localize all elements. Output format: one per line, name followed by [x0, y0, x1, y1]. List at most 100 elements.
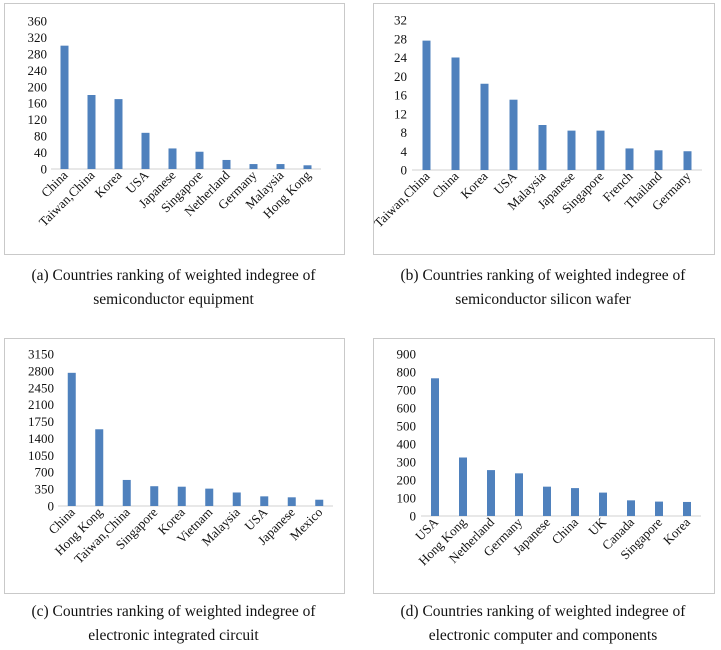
bar [655, 501, 663, 516]
bar [195, 151, 204, 169]
bar [177, 486, 186, 506]
chart-panel-c: 0 350 700 1050 1400 1750 2100 2450 2800 3150 China… [4, 338, 345, 594]
y-tick-label: 2800 [28, 363, 54, 378]
y-tick-label: 1050 [28, 448, 54, 463]
x-tick-label: Korea [92, 167, 125, 200]
bar [683, 151, 692, 170]
bar [315, 499, 324, 506]
bar [538, 125, 547, 170]
bar [571, 488, 579, 516]
y-tick-label: 16 [394, 88, 408, 103]
bar [122, 479, 131, 506]
caption-b-line2: semiconductor silicon wafer [455, 291, 631, 308]
y-tick-label: 100 [397, 491, 417, 506]
y-tick-label: 350 [35, 482, 55, 497]
bar [232, 492, 241, 506]
x-tick-label: Taiwan,China [374, 168, 433, 230]
x-tick-label: China [549, 514, 582, 547]
caption-c-line1: (c) Countries ranking of weighted indegr… [31, 603, 316, 620]
y-tick-label: 200 [397, 473, 417, 488]
y-tick-label: 160 [28, 96, 48, 111]
chart-panel-d: 0 100 200 300 400 500 600 700 800 900 USA Hong Kong… [373, 338, 715, 594]
y-tick-label: 800 [397, 365, 417, 380]
y-tick-label: 40 [34, 145, 47, 160]
bar [509, 99, 518, 170]
chart-c: 03507001050140017502100245028003150China… [28, 347, 333, 566]
bar [599, 492, 607, 516]
bar [141, 132, 150, 169]
bar [205, 488, 214, 506]
y-tick-label: 1750 [28, 414, 54, 429]
bar [249, 164, 258, 169]
y-tick-label: 600 [397, 401, 417, 416]
y-tick-label: 2450 [28, 380, 54, 395]
y-tick-label: 2100 [28, 397, 54, 412]
chart-a: 04080120160200240280320360ChinaTaiwan,Ch… [28, 14, 321, 229]
bar [627, 500, 635, 516]
bar [114, 99, 123, 169]
y-tick-label: 360 [28, 14, 48, 29]
y-tick-label: 900 [397, 347, 417, 362]
y-tick-label: 20 [394, 69, 407, 84]
y-tick-label: 120 [28, 112, 48, 127]
y-tick-label: 240 [28, 63, 48, 78]
y-tick-label: 400 [397, 437, 417, 452]
y-tick-label: 300 [397, 455, 417, 470]
caption-d-line1: (d) Countries ranking of weighted indegr… [400, 603, 686, 620]
y-tick-label: 24 [394, 50, 408, 65]
bar [543, 486, 551, 516]
bar [95, 429, 104, 506]
bar [87, 95, 96, 169]
y-tick-label: 700 [397, 383, 417, 398]
bar [422, 40, 431, 170]
bar [683, 501, 691, 516]
bar [60, 45, 69, 169]
y-tick-label: 0 [41, 162, 48, 177]
caption-a-line1: (a) Countries ranking of weighted indegr… [31, 267, 316, 284]
bar [596, 130, 605, 170]
y-tick-label: 8 [401, 125, 408, 140]
bar [168, 148, 177, 169]
y-tick-label: 200 [28, 79, 48, 94]
y-tick-label: 320 [28, 30, 48, 45]
y-tick-label: 700 [35, 465, 55, 480]
bar [480, 83, 489, 170]
bar [515, 473, 523, 516]
bar [303, 165, 312, 169]
caption-d: (d) Countries ranking of weighted indegr… [373, 600, 713, 648]
bar [287, 497, 296, 506]
caption-c-line2: electronic integrated circuit [88, 627, 259, 644]
y-tick-label: 28 [394, 31, 407, 46]
y-tick-label: 32 [394, 13, 407, 28]
bar [625, 148, 634, 170]
x-tick-label: China [429, 168, 462, 201]
x-tick-label: Korea [660, 514, 693, 547]
bar [451, 57, 460, 170]
bar [431, 378, 439, 516]
caption-a: (a) Countries ranking of weighted indegr… [4, 264, 343, 312]
y-tick-label: 3150 [28, 347, 54, 362]
y-tick-label: 12 [394, 106, 407, 121]
y-tick-label: 0 [48, 499, 55, 514]
bar [567, 130, 576, 170]
x-tick-label: Korea [458, 168, 491, 201]
caption-b: (b) Countries ranking of weighted indegr… [373, 264, 713, 312]
bar [67, 372, 76, 506]
caption-b-line1: (b) Countries ranking of weighted indegr… [400, 267, 686, 284]
y-tick-label: 1400 [28, 431, 54, 446]
y-tick-label: 4 [401, 144, 408, 159]
caption-c: (c) Countries ranking of weighted indegr… [4, 600, 343, 648]
y-tick-label: 80 [34, 129, 47, 144]
bar [260, 496, 269, 506]
bar [222, 159, 231, 169]
chart-panel-a: 0 40 80 120 160 200 240 280 320 360 China Taiwan,Ch… [4, 3, 345, 255]
bar [654, 150, 663, 170]
bar [459, 457, 467, 516]
bar [276, 164, 285, 169]
y-tick-label: 280 [28, 46, 48, 61]
caption-d-line2: electronic computer and components [428, 627, 658, 644]
y-tick-label: 0 [401, 163, 408, 178]
y-tick-label: 500 [397, 419, 417, 434]
